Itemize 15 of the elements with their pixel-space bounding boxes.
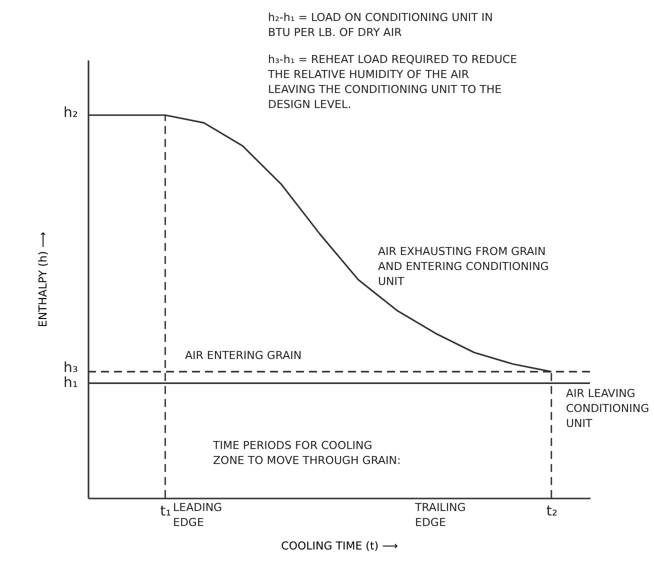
annotation: AIR ENTERING GRAIN: [185, 349, 302, 362]
y-axis-title: ENTHALPY (h) ⟶: [36, 232, 50, 328]
text: h₁: [64, 375, 78, 391]
annotation: AIR EXHAUSTING FROM GRAIN AND ENTERING CONDITIONING UNIT: [378, 245, 549, 288]
text: h₂: [64, 105, 78, 121]
x-axis-title: COOLING TIME (t) ⟶: [281, 540, 398, 552]
text: h₃: [64, 360, 78, 376]
text: TRAILING EDGE: [414, 501, 466, 529]
annotation: AIR LEAVING CONDITIONING UNIT: [566, 387, 650, 430]
text: h₃-h₁ = REHEAT LOAD REQUIRED TO REDUCE THE RELATIVE HUMIDITY OF THE AIR LEAVING THE CONDITIONING UNIT TO THE DESIGN LEVEL.: [267, 53, 518, 111]
annotation: TIME PERIODS FOR COOLING ZONE TO MOVE THROUGH GRAIN:: [212, 439, 401, 467]
x-tick-label: t₁: [160, 504, 172, 520]
x-tick-label: t₂: [546, 504, 558, 520]
text: LEADING EDGE: [173, 501, 222, 529]
text: h₂-h₁ = LOAD ON CONDITIONING UNIT IN BTU PER LB. OF DRY AIR: [268, 11, 493, 39]
